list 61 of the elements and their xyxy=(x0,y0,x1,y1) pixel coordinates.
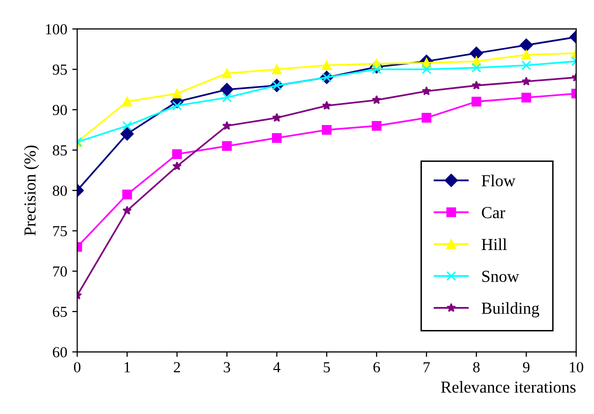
point xyxy=(172,88,182,98)
point xyxy=(521,60,532,70)
legend-label: Car xyxy=(482,207,506,218)
point xyxy=(520,38,533,52)
point xyxy=(172,100,182,111)
point xyxy=(372,95,382,104)
point xyxy=(472,96,482,106)
x-tick-label: 3 xyxy=(224,362,230,372)
point xyxy=(122,190,132,200)
point xyxy=(122,96,132,106)
x-tick-label: 2 xyxy=(174,362,180,372)
point xyxy=(122,120,132,131)
point xyxy=(322,60,332,70)
point xyxy=(222,141,232,151)
point xyxy=(272,112,282,122)
point xyxy=(521,50,532,60)
y-axis-title: Precision (%) xyxy=(24,146,40,236)
legend-label: Snow xyxy=(482,270,520,282)
point xyxy=(222,92,232,102)
point xyxy=(522,76,531,86)
y-tick-label: 60 xyxy=(52,347,67,358)
x-tick-label: 0 xyxy=(74,362,80,372)
x-tick-label: 1 xyxy=(124,362,130,372)
y-tick-label: 85 xyxy=(52,145,67,156)
point xyxy=(222,68,232,78)
point xyxy=(372,120,382,131)
point xyxy=(272,133,282,143)
point xyxy=(322,100,332,110)
point xyxy=(470,46,483,60)
legend-label: Flow xyxy=(482,174,516,186)
x-tick-label: 9 xyxy=(522,362,530,372)
point xyxy=(472,62,482,73)
legend-label: Hill xyxy=(482,238,507,250)
x-tick-label: 10 xyxy=(570,362,584,372)
x-tick-label: 6 xyxy=(373,362,380,372)
x-tick-label: 4 xyxy=(273,362,280,372)
y-tick-label: 80 xyxy=(52,186,67,196)
legend-label: Building xyxy=(482,302,540,318)
x-axis-title: Relevance iterations xyxy=(441,381,576,393)
y-tick-label: 65 xyxy=(52,306,67,317)
y-tick-label: 70 xyxy=(53,266,67,277)
x-tick-label: 7 xyxy=(424,362,430,372)
y-tick-label: 95 xyxy=(52,64,67,75)
y-tick-label: 100 xyxy=(46,24,67,34)
point xyxy=(521,92,532,102)
y-tick-label: 90 xyxy=(52,104,67,116)
point xyxy=(222,120,232,130)
point xyxy=(122,206,132,215)
point xyxy=(422,64,432,74)
point xyxy=(322,125,332,135)
x-tick-label: 8 xyxy=(473,362,480,372)
point xyxy=(220,82,234,96)
y-tick-label: 75 xyxy=(53,226,67,236)
point xyxy=(172,149,182,159)
point xyxy=(120,127,134,141)
point xyxy=(422,112,432,123)
point xyxy=(422,86,432,96)
point xyxy=(272,64,282,74)
point xyxy=(172,161,182,170)
point xyxy=(472,80,482,90)
x-tick-label: 5 xyxy=(324,362,330,372)
